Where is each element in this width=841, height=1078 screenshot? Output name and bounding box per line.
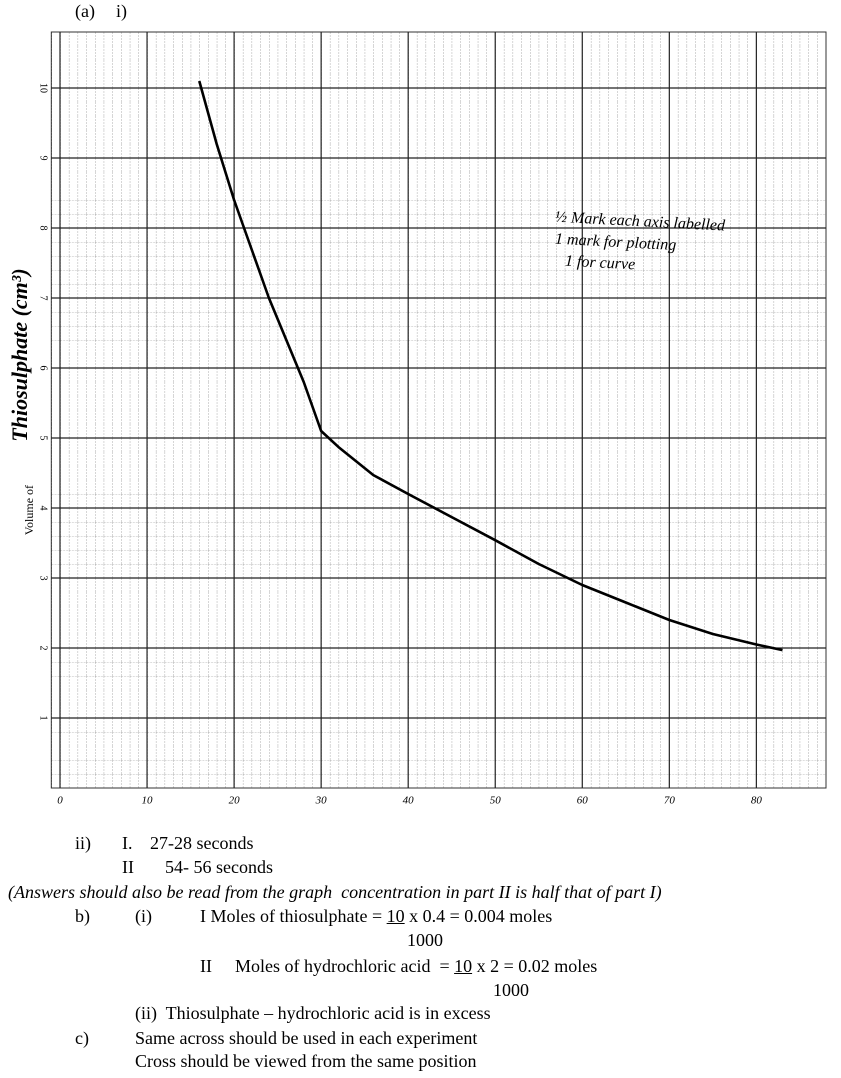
b-II-rest: x 2 = 0.02 moles <box>472 956 598 976</box>
b-i: (i) <box>135 906 152 926</box>
x-tick-label: 70 <box>664 795 676 807</box>
annotation: 1 for curve <box>565 253 636 274</box>
y-tick-label: 8 <box>38 226 49 231</box>
x-tick-label: 0 <box>57 795 63 807</box>
heading-a: (a) <box>75 1 95 21</box>
chart: 0 10 20 30 40 50 60 70 80 1 2 3 4 5 6 7 8 9 10 Volume of Thi… <box>7 31 827 807</box>
y-tick-label: 2 <box>38 646 49 651</box>
ii-II-text: 54- 56 seconds <box>165 857 273 877</box>
b-II-line: Moles of hydrochloric acid = 10 x 2 = 0.… <box>235 955 597 977</box>
b-II-den: 1000 <box>493 980 529 1000</box>
b-I: I Moles of thiosulphate = 10 x 0.4 = 0.0… <box>200 905 552 927</box>
c-label: c) <box>75 1028 89 1048</box>
x-tick-label: 80 <box>751 795 763 807</box>
plot-frame <box>50 31 827 789</box>
b-I-den: 1000 <box>407 930 443 950</box>
c-line: Cross should be viewed from the same pos… <box>135 1051 477 1071</box>
y-tick-label: 4 <box>38 506 49 511</box>
y-tick-label: 7 <box>38 296 49 301</box>
heading-i: i) <box>116 1 127 21</box>
ii-II: II <box>122 857 134 877</box>
x-tick-label: 10 <box>142 795 154 807</box>
x-tick-label: 50 <box>490 795 502 807</box>
note: (Answers should also be read from the gr… <box>8 882 662 902</box>
y-axis-label: Thiosulphate (cm³) <box>7 268 32 441</box>
y-axis-label: Volume of <box>22 485 36 535</box>
minor-grid <box>51 32 827 788</box>
y-tick-label: 1 <box>38 716 49 721</box>
ii-I: I. <box>122 833 133 853</box>
ii-I-text: 27-28 seconds <box>150 833 254 853</box>
b-I-rest: x 0.4 = 0.004 moles <box>404 906 553 926</box>
b-label: b) <box>75 906 90 926</box>
x-tick-label: 30 <box>315 795 328 807</box>
b-II: II <box>200 956 212 976</box>
c-line: Same across should be used in each exper… <box>135 1028 478 1048</box>
y-tick-label: 10 <box>38 83 49 93</box>
b-I-text: I Moles of thiosulphate = <box>200 906 387 926</box>
b-II-num: 10 <box>454 956 473 976</box>
x-tick-label: 20 <box>229 795 241 807</box>
b-ii: (ii) Thiosulphate – hydrochloric acid is… <box>135 1003 491 1023</box>
curve <box>198 80 783 652</box>
y-tick-label: 9 <box>38 156 49 161</box>
y-tick-label: 6 <box>38 366 49 371</box>
ii-label: ii) <box>75 833 91 853</box>
y-tick-label: 3 <box>38 576 49 581</box>
b-II-text: Moles of hydrochloric acid = <box>235 956 455 976</box>
y-tick-label: 5 <box>38 436 49 441</box>
x-tick-label: 40 <box>403 795 415 807</box>
x-tick-label: 60 <box>577 795 589 807</box>
b-I-num: 10 <box>386 906 405 926</box>
annotation: 1 mark for plotting <box>555 231 677 254</box>
